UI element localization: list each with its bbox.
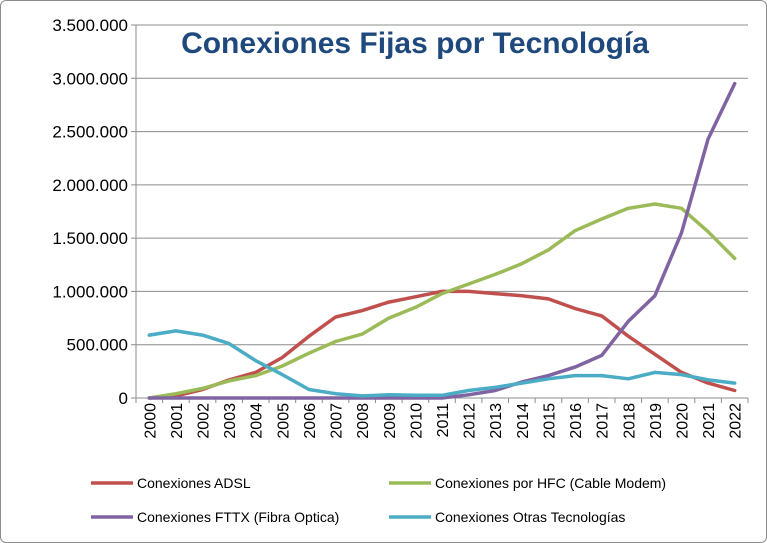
x-tick-label: 2004 (249, 403, 266, 439)
x-tick-label: 2008 (355, 403, 372, 439)
y-tick-label: 2.000.000 (52, 176, 128, 195)
chart-title: Conexiones Fijas por Tecnología (181, 27, 649, 60)
y-tick-label: 500.000 (67, 336, 128, 355)
x-tick-label: 2002 (196, 403, 213, 439)
x-tick-label: 2014 (515, 403, 532, 439)
legend-item: Conexiones por HFC (Cable Modem) (389, 475, 666, 491)
x-tick-label: 2018 (621, 403, 638, 439)
series-line-1 (147, 289, 737, 400)
legend-label: Conexiones FTTX (Fibra Optica) (137, 509, 339, 525)
series-line-4 (147, 329, 737, 398)
x-tick-label: 2001 (169, 403, 186, 439)
series-line-3 (147, 81, 737, 400)
x-tick-label: 2017 (595, 403, 612, 439)
gridlines (136, 24, 748, 346)
x-tick-label: 2007 (329, 403, 346, 439)
x-tick-label: 2021 (701, 403, 718, 439)
x-tick-label: 2005 (275, 403, 292, 439)
x-tick-label: 2006 (302, 403, 319, 439)
x-tick-label: 2003 (222, 403, 239, 439)
legend-item: Conexiones ADSL (91, 475, 251, 491)
x-tick-label: 2011 (435, 403, 452, 438)
y-tick-label: 1.000.000 (52, 282, 128, 301)
legend-label: Conexiones por HFC (Cable Modem) (435, 475, 666, 491)
x-tick-label: 2019 (648, 403, 665, 439)
y-tick-label: 2.500.000 (52, 123, 128, 142)
x-tick-label: 2000 (142, 403, 159, 439)
y-tick-label: 3.000.000 (52, 69, 128, 88)
x-tick-label: 2022 (728, 403, 745, 439)
x-tick-label: 2012 (462, 403, 479, 439)
y-tick-label: 3.500.000 (52, 16, 128, 35)
legend-label: Conexiones Otras Tecnologías (435, 509, 625, 525)
legend-item: Conexiones Otras Tecnologías (389, 509, 625, 525)
x-tick-label: 2020 (674, 403, 691, 439)
x-tick-label: 2015 (541, 403, 558, 439)
y-tick-label: 1.500.000 (52, 229, 128, 248)
series-lines (147, 81, 737, 400)
x-tick-label: 2016 (568, 403, 585, 439)
series-line-2 (147, 202, 737, 400)
y-tick-label: 0 (119, 389, 128, 408)
x-tick-label: 2009 (382, 403, 399, 439)
axes: 0 500.000 1.000.000 1.500.000 2.000.000 2.500… (52, 16, 749, 439)
legend: Conexiones ADSL Conexiones por HFC (Cable… (91, 475, 666, 525)
x-tick-label: 2010 (408, 403, 425, 439)
x-tick-label: 2013 (488, 403, 505, 439)
legend-item: Conexiones FTTX (Fibra Optica) (91, 509, 339, 525)
legend-label: Conexiones ADSL (137, 475, 251, 491)
